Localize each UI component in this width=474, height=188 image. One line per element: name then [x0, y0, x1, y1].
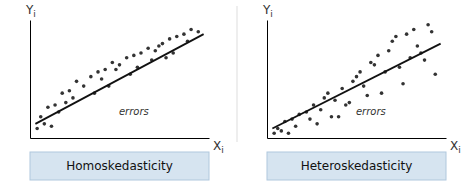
point [75, 80, 79, 84]
point [60, 91, 64, 95]
point [53, 103, 57, 107]
x-label-main: X [450, 139, 458, 153]
point [89, 75, 93, 79]
point [326, 91, 330, 95]
point [351, 80, 355, 84]
point [315, 122, 319, 126]
y-label-subscript: i [270, 9, 273, 19]
point [118, 63, 122, 67]
x-label: Xi [450, 139, 461, 155]
plot-area [35, 28, 203, 131]
point [168, 37, 172, 41]
x-label-subscript: i [458, 145, 461, 155]
x-label: Xi [213, 139, 224, 155]
point [64, 101, 68, 105]
point [146, 47, 150, 51]
point [287, 131, 291, 135]
point [337, 115, 341, 119]
point [319, 108, 323, 112]
point [71, 96, 75, 100]
point [82, 84, 86, 88]
annotation: errors [356, 106, 386, 117]
point [189, 28, 193, 32]
point [391, 39, 395, 43]
point [39, 115, 43, 119]
point [68, 89, 72, 93]
point [348, 101, 352, 105]
point [161, 42, 165, 46]
point [272, 131, 276, 135]
point [46, 106, 50, 110]
plot-area [272, 23, 440, 135]
point [373, 63, 377, 67]
point [333, 98, 337, 102]
point [125, 56, 129, 60]
annotation: errors [119, 106, 149, 117]
point [322, 96, 326, 100]
axis-line [267, 21, 268, 139]
title: Heteroskedasticity [301, 159, 413, 173]
point [50, 124, 54, 128]
point [294, 124, 298, 128]
point [96, 70, 100, 74]
y-label: Yi [262, 3, 273, 19]
point [164, 56, 168, 60]
point [430, 30, 434, 34]
x-axis [268, 138, 447, 139]
point [103, 68, 107, 72]
point [43, 122, 47, 126]
y-axis [267, 21, 268, 139]
point [308, 117, 312, 121]
point [376, 54, 380, 58]
point [412, 28, 416, 32]
point [157, 44, 161, 48]
x-label-subscript: i [221, 145, 224, 155]
point [362, 84, 366, 88]
fit-line [272, 44, 440, 129]
fit-line [35, 34, 203, 124]
point [175, 35, 179, 39]
point [358, 70, 362, 74]
point [139, 51, 143, 55]
point [182, 32, 186, 36]
point [401, 82, 405, 86]
label-box [267, 152, 446, 180]
point [365, 94, 369, 98]
panel: Yi Xi errors Heteroskedasticity [262, 3, 461, 180]
axis-line [30, 21, 31, 139]
x-label-main: X [213, 139, 221, 153]
point [355, 75, 359, 79]
point [100, 77, 104, 81]
point [387, 49, 391, 53]
point [280, 129, 284, 133]
point [340, 87, 344, 91]
figure: Yi Xi errors Homoskedasticity Yi Xi errors Hete… [0, 0, 474, 188]
point [423, 58, 427, 62]
axis-line [268, 138, 447, 139]
point [154, 49, 158, 53]
point [433, 72, 437, 76]
label-box [30, 152, 209, 180]
y-label-subscript: i [33, 9, 36, 19]
point [344, 103, 348, 107]
point [330, 115, 334, 119]
point [35, 127, 39, 131]
point [416, 44, 420, 48]
point [111, 61, 115, 65]
point [394, 35, 398, 39]
point [426, 23, 430, 27]
point [114, 68, 118, 72]
point [369, 61, 373, 65]
point [132, 54, 136, 58]
divider [237, 6, 238, 142]
y-axis [30, 21, 31, 139]
axis-line [31, 138, 210, 139]
title: Homoskedasticity [66, 159, 173, 173]
y-label: Yi [25, 3, 36, 19]
point [405, 32, 409, 36]
point [196, 30, 200, 34]
panel: Yi Xi errors Homoskedasticity [25, 3, 224, 180]
x-axis [31, 138, 210, 139]
point [380, 91, 384, 95]
